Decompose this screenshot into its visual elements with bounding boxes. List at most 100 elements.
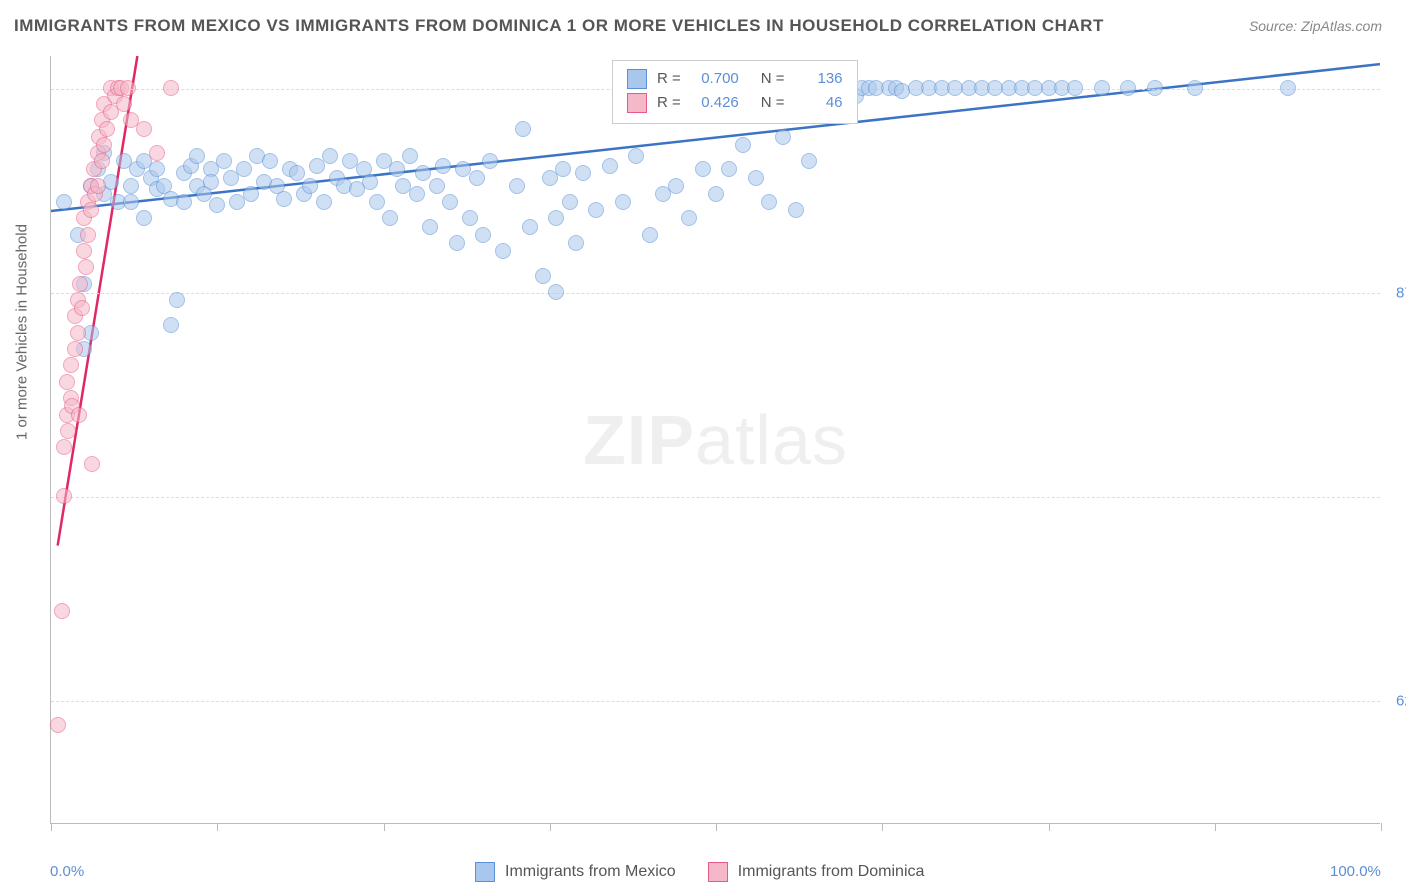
x-tick xyxy=(550,823,551,831)
data-point xyxy=(568,235,584,251)
data-point xyxy=(695,161,711,177)
data-point xyxy=(103,174,119,190)
series-legend: Immigrants from Mexico Immigrants from Do… xyxy=(475,862,924,882)
data-point xyxy=(116,96,132,112)
n-value: 136 xyxy=(795,67,843,91)
data-point xyxy=(163,317,179,333)
y-tick-label: 87.5% xyxy=(1386,284,1406,301)
r-value: 0.426 xyxy=(691,91,739,115)
scatter-chart: ZIPatlas 62.5%87.5% xyxy=(50,56,1380,824)
x-tick xyxy=(384,823,385,831)
data-point xyxy=(555,161,571,177)
data-point xyxy=(775,129,791,145)
data-point xyxy=(74,300,90,316)
x-tick xyxy=(217,823,218,831)
legend-item: Immigrants from Dominica xyxy=(708,862,925,882)
data-point xyxy=(402,148,418,164)
x-tick xyxy=(1215,823,1216,831)
data-point xyxy=(602,158,618,174)
data-point xyxy=(801,153,817,169)
data-point xyxy=(54,603,70,619)
data-point xyxy=(748,170,764,186)
watermark-bold: ZIP xyxy=(583,401,695,479)
gridline xyxy=(51,497,1380,498)
data-point xyxy=(1280,80,1296,96)
data-point xyxy=(362,174,378,190)
data-point xyxy=(63,357,79,373)
data-point xyxy=(262,153,278,169)
data-point xyxy=(721,161,737,177)
data-point xyxy=(735,137,751,153)
data-point xyxy=(80,227,96,243)
data-point xyxy=(548,284,564,300)
x-axis-max-label: 100.0% xyxy=(1330,863,1381,880)
legend-label: Immigrants from Dominica xyxy=(738,863,925,881)
data-point xyxy=(482,153,498,169)
legend-swatch xyxy=(475,862,495,882)
data-point xyxy=(462,210,478,226)
data-point xyxy=(243,186,259,202)
data-point xyxy=(429,178,445,194)
data-point xyxy=(169,292,185,308)
data-point xyxy=(615,194,631,210)
legend-row: R =0.426N =46 xyxy=(627,91,843,115)
data-point xyxy=(681,210,697,226)
data-point xyxy=(369,194,385,210)
gridline xyxy=(51,293,1380,294)
correlation-legend: R =0.700N =136R =0.426N =46 xyxy=(612,60,858,124)
data-point xyxy=(1147,80,1163,96)
data-point xyxy=(316,194,332,210)
source-attribution: Source: ZipAtlas.com xyxy=(1249,18,1382,34)
data-point xyxy=(415,165,431,181)
data-point xyxy=(71,407,87,423)
r-label: R = xyxy=(657,67,681,91)
data-point xyxy=(67,341,83,357)
data-point xyxy=(123,194,139,210)
n-label: N = xyxy=(761,91,785,115)
data-point xyxy=(203,174,219,190)
n-label: N = xyxy=(761,67,785,91)
watermark-rest: atlas xyxy=(695,401,848,479)
data-point xyxy=(495,243,511,259)
x-tick xyxy=(1381,823,1382,831)
data-point xyxy=(56,488,72,504)
data-point xyxy=(548,210,564,226)
data-point xyxy=(302,178,318,194)
source-label: Source: xyxy=(1249,18,1297,34)
data-point xyxy=(409,186,425,202)
data-point xyxy=(209,197,225,213)
data-point xyxy=(70,325,86,341)
data-point xyxy=(59,374,75,390)
data-point xyxy=(123,178,139,194)
data-point xyxy=(94,153,110,169)
legend-swatch xyxy=(627,93,647,113)
x-tick xyxy=(1049,823,1050,831)
data-point xyxy=(1120,80,1136,96)
data-point xyxy=(475,227,491,243)
data-point xyxy=(588,202,604,218)
data-point xyxy=(276,191,292,207)
data-point xyxy=(442,194,458,210)
data-point xyxy=(389,161,405,177)
data-point xyxy=(163,80,179,96)
data-point xyxy=(575,165,591,181)
y-axis-title: 1 or more Vehicles in Household xyxy=(14,224,31,440)
gridline xyxy=(51,701,1380,702)
data-point xyxy=(628,148,644,164)
x-tick xyxy=(882,823,883,831)
data-point xyxy=(562,194,578,210)
data-point xyxy=(84,456,100,472)
data-point xyxy=(96,137,112,153)
data-point xyxy=(136,210,152,226)
legend-label: Immigrants from Mexico xyxy=(505,863,676,881)
data-point xyxy=(120,80,136,96)
data-point xyxy=(216,153,232,169)
data-point xyxy=(382,210,398,226)
data-point xyxy=(83,202,99,218)
source-value: ZipAtlas.com xyxy=(1301,18,1382,34)
y-tick-label: 62.5% xyxy=(1386,693,1406,710)
legend-item: Immigrants from Mexico xyxy=(475,862,676,882)
data-point xyxy=(1187,80,1203,96)
data-point xyxy=(522,219,538,235)
data-point xyxy=(76,243,92,259)
